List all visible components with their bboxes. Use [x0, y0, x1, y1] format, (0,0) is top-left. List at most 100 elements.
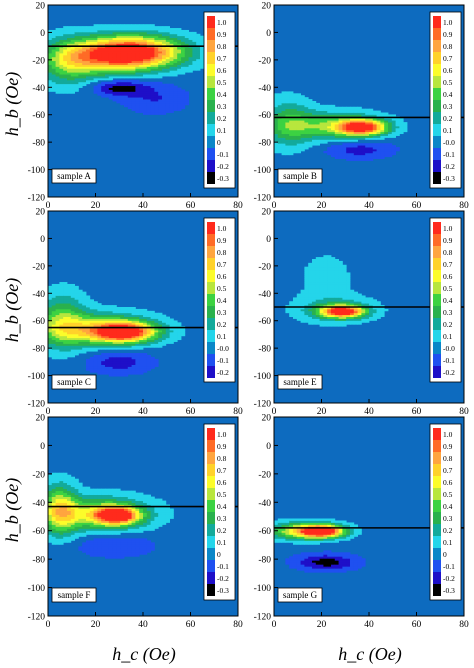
contour-cell	[181, 72, 186, 75]
contour-cell	[78, 39, 83, 42]
contour-cell	[196, 62, 201, 65]
contour-cell	[169, 62, 174, 65]
contour-cell	[78, 528, 83, 531]
contour-cell	[308, 135, 313, 138]
contour-cell	[372, 127, 377, 131]
contour-cell	[63, 355, 68, 358]
contour-cell	[131, 102, 136, 106]
contour-cell	[70, 320, 75, 323]
contour-cell	[308, 99, 313, 102]
contour-cell	[48, 77, 53, 81]
contour-cell	[181, 102, 186, 106]
contour-cell	[74, 60, 79, 63]
contour-cell	[89, 520, 94, 523]
contour-cell	[304, 110, 309, 113]
contour-cell	[338, 260, 343, 264]
contour-cell	[323, 133, 328, 136]
contour-cell	[127, 322, 132, 325]
contour-cell	[338, 287, 343, 291]
contour-cell	[331, 299, 336, 302]
contour-cell	[353, 150, 358, 154]
contour-cell	[78, 341, 83, 344]
contour-cell	[120, 320, 125, 323]
contour-cell	[97, 341, 102, 344]
contour-cell	[334, 120, 339, 123]
contour-cell	[135, 28, 140, 31]
contour-cell	[67, 324, 72, 327]
contour-cell	[181, 68, 186, 71]
contour-cell	[124, 62, 129, 65]
contour-cell	[135, 337, 140, 341]
contour-cell	[150, 95, 155, 98]
contour-cell	[154, 364, 159, 367]
contour-cell	[165, 324, 170, 327]
contour-cell	[380, 308, 385, 312]
contour-cell	[173, 58, 178, 62]
contour-cell	[131, 51, 136, 54]
contour-cell	[319, 125, 324, 129]
contour-cell	[112, 93, 117, 96]
colorbar-label: 0.9	[443, 30, 453, 39]
contour-cell	[150, 47, 155, 50]
contour-cell	[70, 41, 75, 44]
contour-cell	[48, 508, 53, 511]
contour-cell	[143, 341, 148, 344]
contour-cell	[67, 295, 72, 298]
contour-cell	[67, 47, 72, 50]
contour-cell	[97, 554, 102, 557]
colorbar-label: -0.1	[217, 356, 229, 365]
contour-cell	[97, 347, 102, 350]
contour-cell	[350, 139, 355, 142]
contour-cell	[51, 283, 56, 287]
contour-cell	[124, 355, 129, 358]
contour-cell	[308, 124, 313, 127]
contour-cell	[177, 58, 182, 62]
contour-cell	[86, 28, 91, 31]
contour-cell	[353, 135, 358, 138]
contour-cell	[63, 347, 68, 350]
contour-cell	[93, 305, 98, 308]
contour-cell	[112, 337, 117, 341]
contour-cell	[384, 131, 389, 135]
contour-cell	[357, 156, 362, 159]
contour-cell	[105, 524, 110, 527]
colorbar-swatch	[433, 52, 441, 64]
contour-cell	[315, 131, 320, 135]
colorbar-swatch	[433, 88, 441, 100]
contour-cell	[131, 68, 136, 71]
contour-cell	[293, 307, 298, 310]
contour-cell	[312, 316, 317, 319]
contour-cell	[59, 285, 64, 289]
contour-cell	[112, 546, 117, 549]
contour-cell	[365, 152, 370, 156]
contour-cell	[154, 28, 159, 31]
colorbar-label: -0.2	[217, 162, 229, 171]
contour-cell	[70, 66, 75, 69]
contour-cell	[124, 366, 129, 369]
contour-cell	[105, 520, 110, 523]
contour-cell	[101, 347, 106, 350]
contour-cell	[120, 37, 125, 40]
contour-cell	[131, 85, 136, 88]
contour-cell	[139, 83, 144, 87]
contour-cell	[112, 502, 117, 505]
contour-cell	[120, 347, 125, 350]
contour-cell	[376, 145, 381, 148]
contour-cell	[89, 43, 94, 46]
contour-cell	[70, 518, 75, 521]
contour-cell	[70, 43, 75, 46]
contour-cell	[173, 99, 178, 102]
contour-cell	[312, 143, 317, 146]
contour-cell	[372, 122, 377, 125]
contour-cell	[289, 110, 294, 113]
contour-cell	[281, 152, 286, 156]
contour-cell	[143, 89, 148, 92]
contour-cell	[59, 532, 64, 535]
contour-cell	[399, 129, 404, 133]
contour-cell	[312, 131, 317, 135]
contour-cell	[59, 528, 64, 531]
contour-cell	[380, 156, 385, 159]
contour-cell	[74, 320, 79, 323]
contour-cell	[139, 343, 144, 346]
contour-cell	[51, 482, 56, 486]
